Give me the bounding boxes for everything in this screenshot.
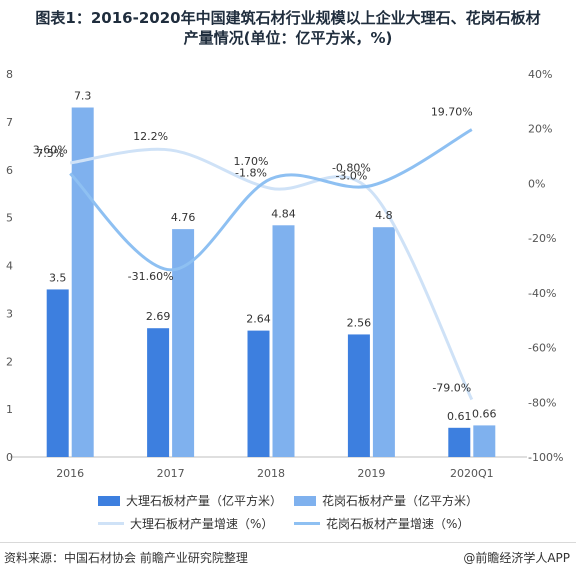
legend-label-granite-output: 花岗石板材产量（亿平方米） — [322, 494, 479, 508]
y-right-tick-label: 20% — [528, 123, 552, 136]
y-right-tick-label: -20% — [528, 232, 556, 245]
y-left-tick-label: 2 — [6, 355, 13, 368]
line-value-label: -3.0% — [335, 170, 367, 183]
x-tick-label: 2016 — [56, 467, 84, 480]
bar-value-label: 2.64 — [246, 313, 271, 326]
x-tick-label: 2019 — [357, 467, 385, 480]
line-value-label: -0.80% — [332, 162, 371, 175]
y-left-tick-label: 8 — [6, 68, 13, 81]
bar — [272, 225, 295, 457]
bar — [46, 289, 69, 457]
chart-title-line2: 产量情况(单位：亿平方米，%) — [183, 29, 393, 47]
line-value-label: 19.70% — [431, 106, 473, 119]
legend-swatch-marble-output — [98, 495, 120, 506]
bar — [448, 427, 471, 457]
x-tick-label: 2020Q1 — [450, 467, 494, 480]
legend-item-granite-growth: 花岗石板材产量增速（%） — [294, 515, 469, 532]
line-value-label: -31.60% — [128, 270, 174, 283]
bar-value-label: 0.61 — [447, 410, 472, 423]
bar-value-label: 2.69 — [146, 310, 171, 323]
line-value-label: -79.0% — [432, 382, 471, 395]
y-left-tick-label: 0 — [6, 451, 13, 464]
source-note: 资料来源：中国石材协会 前瞻产业研究院整理 — [4, 551, 248, 565]
line-value-label: -1.8% — [235, 166, 267, 179]
series-line — [69, 128, 473, 272]
bar — [172, 229, 195, 457]
footer: 资料来源：中国石材协会 前瞻产业研究院整理 @前瞻经济学人APP — [0, 542, 576, 576]
legend-item-marble-output: 大理石板材产量（亿平方米） — [98, 492, 282, 509]
y-left-tick-label: 3 — [6, 307, 13, 320]
y-right-tick-label: 40% — [528, 68, 552, 81]
bar — [147, 328, 170, 457]
y-right-tick-label: -100% — [528, 451, 563, 464]
chart-title: 图表1：2016-2020年中国建筑石材行业规模以上企业大理石、花岗石板材 产量… — [0, 8, 576, 48]
legend-line-granite-growth — [294, 522, 320, 525]
bar-value-label: 7.3 — [74, 90, 92, 103]
series-line — [70, 147, 474, 401]
y-left-tick-label: 7 — [6, 116, 13, 129]
bar-value-label: 4.76 — [171, 211, 196, 224]
bar — [473, 425, 496, 457]
bar-value-label: 0.66 — [472, 407, 497, 420]
legend-line-marble-growth — [98, 522, 124, 525]
legend-label-marble-output: 大理石板材产量（亿平方米） — [126, 494, 283, 508]
legend-swatch-granite-output — [294, 495, 316, 506]
y-right-tick-label: -80% — [528, 396, 556, 409]
bar-value-label: 3.5 — [49, 271, 67, 284]
line-value-label: 12.2% — [133, 130, 168, 143]
y-left-tick-label: 4 — [6, 260, 13, 273]
chart-area: 0 1 2 3 4 5 6 7 8 -100% -80% -60% -40% -20% 0% 20% 40% 20… — [6, 68, 563, 480]
y-right-tick-label: -60% — [528, 342, 556, 355]
bar — [347, 334, 370, 457]
y-right-tick-label: -40% — [528, 287, 556, 300]
brand-credit: @前瞻经济学人APP — [463, 551, 570, 565]
bar — [372, 227, 395, 457]
bar-value-label: 4.84 — [271, 207, 296, 220]
chart-title-line1: 图表1：2016-2020年中国建筑石材行业规模以上企业大理石、花岗石板材 — [35, 9, 541, 27]
bar-value-label: 4.8 — [375, 209, 393, 222]
y-left-tick-label: 5 — [6, 212, 13, 225]
y-right-tick-label: 0% — [528, 177, 545, 190]
legend-label-granite-growth: 花岗石板材产量增速（%） — [326, 517, 470, 531]
line-value-label: 3.60% — [33, 144, 68, 157]
x-tick-label: 2018 — [257, 467, 285, 480]
legend-item-granite-output: 花岗石板材产量（亿平方米） — [294, 492, 478, 509]
y-left-tick-label: 6 — [6, 164, 13, 177]
legend-label-marble-growth: 大理石板材产量增速（%） — [130, 517, 274, 531]
bar-value-label: 2.56 — [347, 316, 372, 329]
x-tick-label: 2017 — [157, 467, 185, 480]
line-value-label: 7.5% — [36, 147, 64, 160]
y-left-tick-label: 1 — [6, 403, 13, 416]
line-value-label: 1.70% — [234, 155, 269, 168]
bar — [247, 330, 270, 457]
legend-item-marble-growth: 大理石板材产量增速（%） — [98, 515, 273, 532]
